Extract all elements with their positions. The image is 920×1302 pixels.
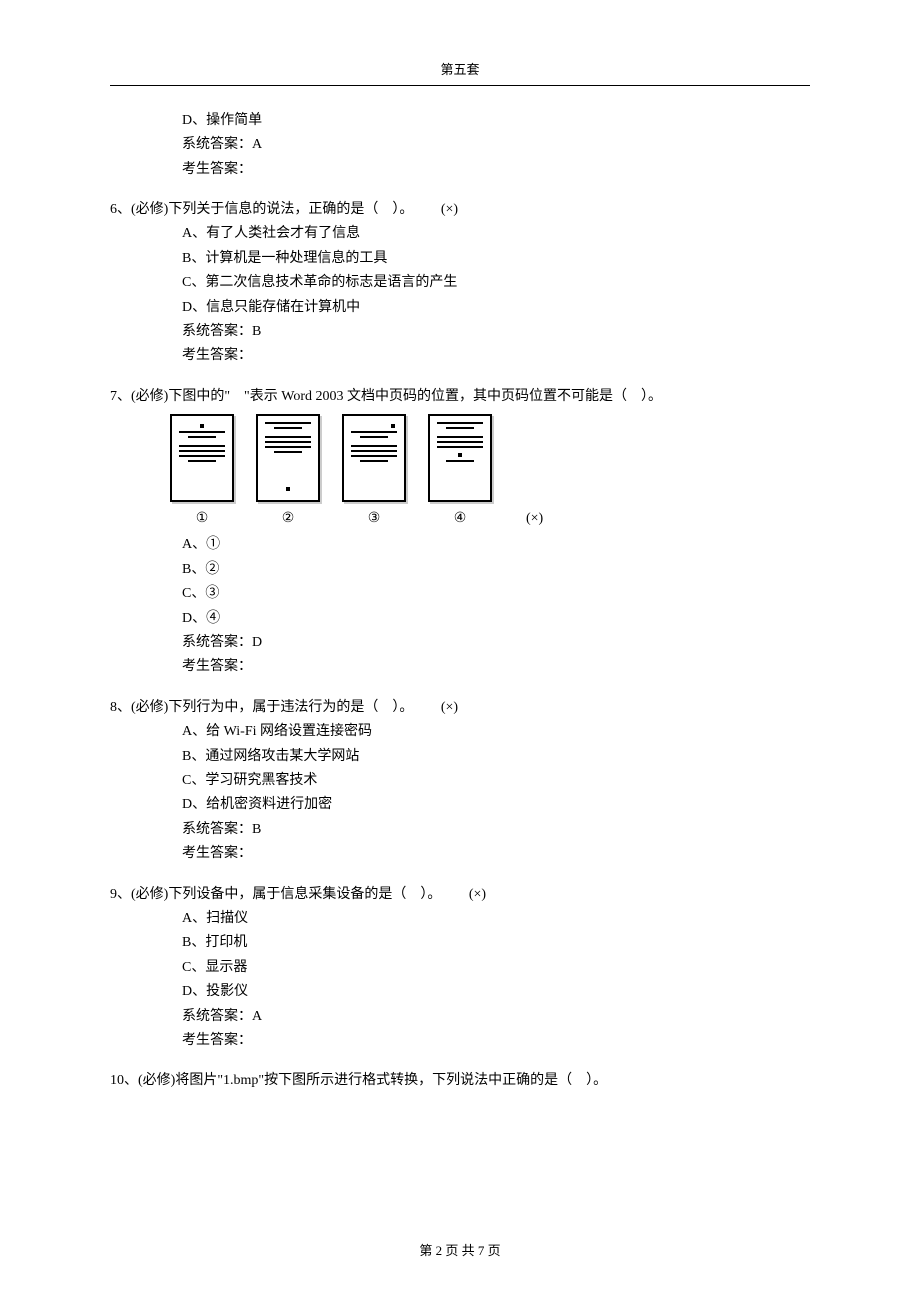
- q7-label-1: ①: [170, 508, 234, 530]
- q6-head: 6、(必修)下列关于信息的说法，正确的是（ ）。 (×): [110, 199, 810, 221]
- q9-option-a: A、扫描仪: [182, 908, 810, 930]
- q10-head-text: 10、(必修)将图片"1.bmp"按下图所示进行格式转换，下列说法中正确的是（ …: [110, 1073, 607, 1088]
- question-9: 9、(必修)下列设备中，属于信息采集设备的是（ ）。 (×) A、扫描仪 B、打…: [110, 884, 810, 1053]
- q6-option-d: D、信息只能存储在计算机中: [182, 297, 810, 319]
- question-7: 7、(必修)下图中的" "表示 Word 2003 文档中页码的位置，其中页码位…: [110, 386, 810, 679]
- q6-option-c: C、第二次信息技术革命的标志是语言的产生: [182, 272, 810, 294]
- q9-option-d: D、投影仪: [182, 981, 810, 1003]
- q6-option-a: A、有了人类社会才有了信息: [182, 223, 810, 245]
- question-10: 10、(必修)将图片"1.bmp"按下图所示进行格式转换，下列说法中正确的是（ …: [110, 1070, 810, 1092]
- page-marker-icon: [391, 424, 395, 428]
- q8-option-a: A、给 Wi-Fi 网络设置连接密码: [182, 721, 810, 743]
- q7-images-row: [170, 414, 810, 502]
- q6-wrong-mark: (×): [441, 202, 458, 217]
- q7-option-d: D、④: [182, 608, 810, 630]
- q7-wrong-mark: (×): [526, 508, 543, 530]
- q10-head: 10、(必修)将图片"1.bmp"按下图所示进行格式转换，下列说法中正确的是（ …: [110, 1070, 810, 1092]
- q8-wrong-mark: (×): [441, 700, 458, 715]
- question-8: 8、(必修)下列行为中，属于违法行为的是（ ）。 (×) A、给 Wi-Fi 网…: [110, 697, 810, 866]
- q5-student-answer: 考生答案：: [182, 159, 810, 181]
- page-icon-2: [256, 414, 320, 502]
- question-6: 6、(必修)下列关于信息的说法，正确的是（ ）。 (×) A、有了人类社会才有了…: [110, 199, 810, 368]
- q9-head-text: 9、(必修)下列设备中，属于信息采集设备的是（ ）。: [110, 887, 441, 902]
- q7-student-answer: 考生答案：: [182, 656, 810, 678]
- q7-head: 7、(必修)下图中的" "表示 Word 2003 文档中页码的位置，其中页码位…: [110, 386, 810, 408]
- q9-head: 9、(必修)下列设备中，属于信息采集设备的是（ ）。 (×): [110, 884, 810, 906]
- q7-image-labels: ① ② ③ ④ (×): [170, 508, 810, 530]
- q7-label-2: ②: [256, 508, 320, 530]
- q8-system-answer: 系统答案：B: [182, 819, 810, 841]
- page-footer: 第 2 页 共 7 页: [0, 1241, 920, 1262]
- header-divider: [110, 85, 810, 86]
- q7-option-b: B、②: [182, 559, 810, 581]
- page-icon-3: [342, 414, 406, 502]
- question-5-tail: D、操作简单 系统答案：A 考生答案：: [110, 110, 810, 181]
- q6-option-b: B、计算机是一种处理信息的工具: [182, 248, 810, 270]
- q7-option-c: C、③: [182, 583, 810, 605]
- q8-option-d: D、给机密资料进行加密: [182, 794, 810, 816]
- q6-system-answer: 系统答案：B: [182, 321, 810, 343]
- page-marker-icon: [458, 453, 462, 457]
- q9-wrong-mark: (×): [469, 887, 486, 902]
- q7-images: ① ② ③ ④ (×): [170, 414, 810, 530]
- q9-option-c: C、显示器: [182, 957, 810, 979]
- q9-system-answer: 系统答案：A: [182, 1006, 810, 1028]
- page-icon-4: [428, 414, 492, 502]
- q8-head: 8、(必修)下列行为中，属于违法行为的是（ ）。 (×): [110, 697, 810, 719]
- q7-label-4: ④: [428, 508, 492, 530]
- page-marker-icon: [286, 487, 290, 491]
- q8-option-c: C、学习研究黑客技术: [182, 770, 810, 792]
- page-marker-icon: [200, 424, 204, 428]
- q6-head-text: 6、(必修)下列关于信息的说法，正确的是（ ）。: [110, 202, 413, 217]
- q8-student-answer: 考生答案：: [182, 843, 810, 865]
- q8-head-text: 8、(必修)下列行为中，属于违法行为的是（ ）。: [110, 700, 413, 715]
- q9-student-answer: 考生答案：: [182, 1030, 810, 1052]
- page-icon-1: [170, 414, 234, 502]
- q7-head-text: 7、(必修)下图中的" "表示 Word 2003 文档中页码的位置，其中页码位…: [110, 389, 662, 404]
- q7-system-answer: 系统答案：D: [182, 632, 810, 654]
- q9-option-b: B、打印机: [182, 932, 810, 954]
- q6-student-answer: 考生答案：: [182, 345, 810, 367]
- q5-system-answer: 系统答案：A: [182, 134, 810, 156]
- q8-option-b: B、通过网络攻击某大学网站: [182, 746, 810, 768]
- page-header-title: 第五套: [110, 60, 810, 81]
- q7-label-3: ③: [342, 508, 406, 530]
- page-container: 第五套 D、操作简单 系统答案：A 考生答案： 6、(必修)下列关于信息的说法，…: [0, 0, 920, 1302]
- q5-option-d: D、操作简单: [182, 110, 810, 132]
- q7-option-a: A、①: [182, 534, 810, 556]
